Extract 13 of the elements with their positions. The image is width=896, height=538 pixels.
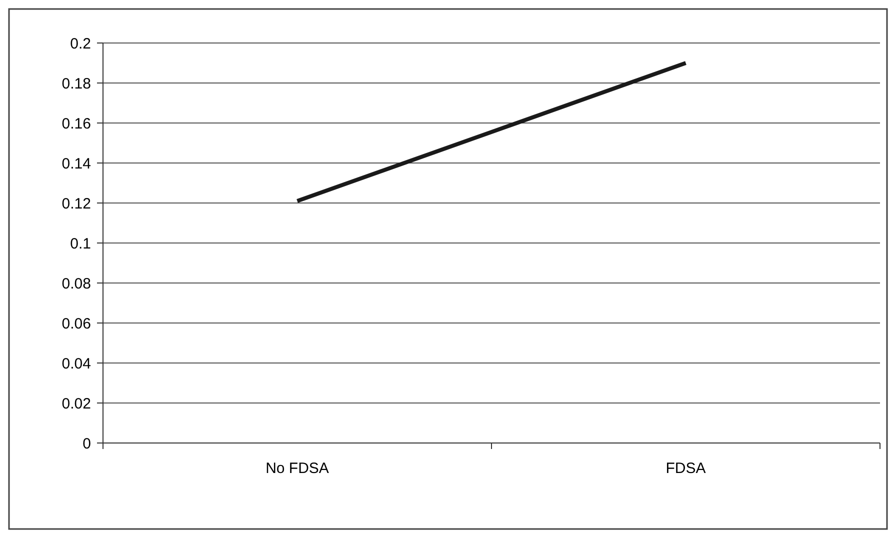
y-tick-label: 0.02 bbox=[62, 395, 91, 412]
x-tick-label: No FDSA bbox=[266, 460, 329, 477]
y-tick-label: 0 bbox=[82, 435, 91, 452]
y-tick-label: 0.06 bbox=[62, 315, 91, 332]
y-tick-label: 0.14 bbox=[62, 155, 91, 172]
y-tick-label: 0.08 bbox=[62, 275, 91, 292]
y-tick-label: 0.12 bbox=[62, 195, 91, 212]
x-tick-label: FDSA bbox=[666, 460, 706, 477]
y-tick-label: 0.16 bbox=[62, 115, 91, 132]
y-tick-label: 0.04 bbox=[62, 355, 91, 372]
y-tick-label: 0.18 bbox=[62, 75, 91, 92]
y-tick-label: 0.2 bbox=[70, 35, 91, 52]
y-tick-label: 0.1 bbox=[70, 235, 91, 252]
